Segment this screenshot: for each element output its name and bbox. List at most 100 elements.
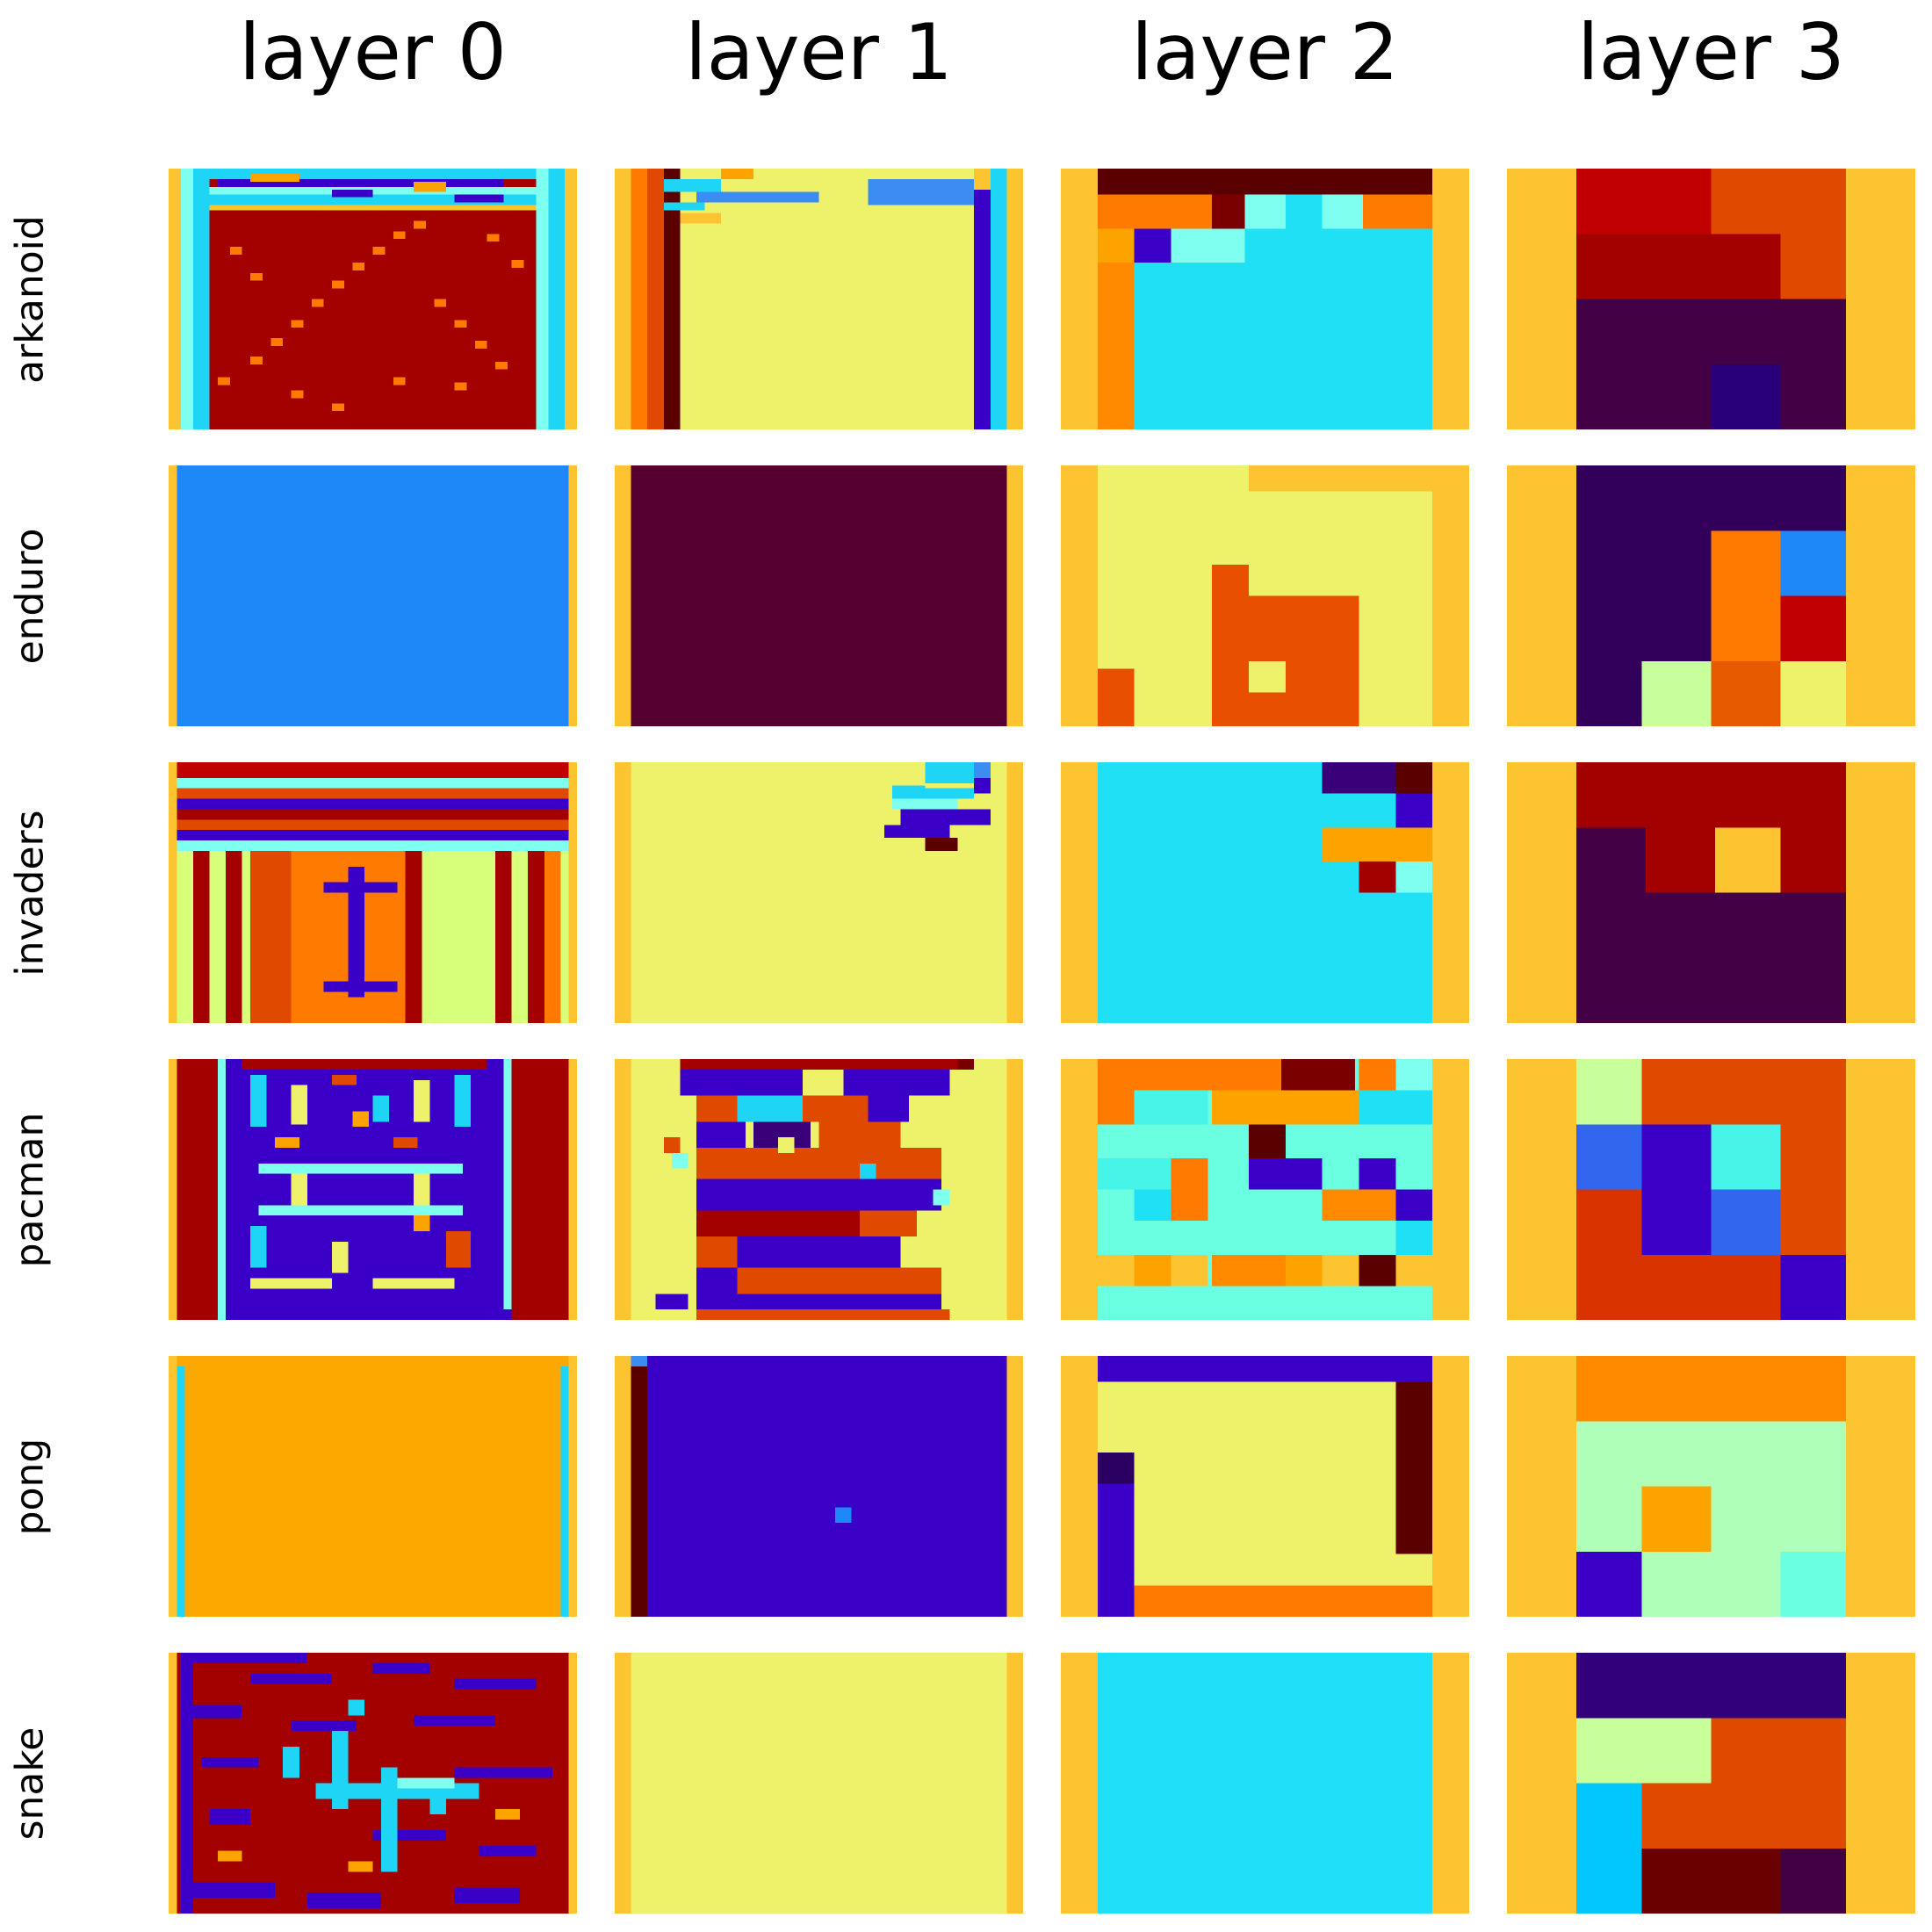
heatmap-cell (217, 1059, 227, 1320)
heatmap-cell (1281, 1059, 1355, 1091)
heatmap-cell (283, 1746, 299, 1778)
heatmap-cell (1576, 1783, 1642, 1914)
heatmap-panel-invaders-1 (615, 762, 1023, 1023)
heatmap-cell (511, 259, 524, 268)
heatmap-cell (1641, 1848, 1781, 1914)
heatmap-cell (454, 194, 504, 203)
heatmap-cell (1248, 1124, 1286, 1158)
heatmap-cell (177, 1366, 185, 1617)
heatmap-cell (446, 1231, 472, 1268)
heatmap-cell (974, 169, 991, 429)
heatmap-cell (177, 788, 569, 799)
heatmap-cell (868, 1095, 909, 1122)
heatmap-cell (1322, 1189, 1396, 1222)
heatmap-cell (495, 361, 508, 370)
heatmap-cell (1006, 169, 1023, 429)
heatmap-panel-enduro-2 (1061, 465, 1469, 726)
heatmap-cell (1248, 465, 1433, 492)
heatmap-cell (933, 1189, 950, 1206)
heatmap-cell (414, 1715, 495, 1727)
heatmap-cell (1322, 194, 1364, 229)
heatmap-cell (487, 1059, 504, 1320)
heatmap-panel-arkanoid-2 (1061, 169, 1469, 429)
heatmap-cell (1711, 1189, 1781, 1255)
heatmap-cell (1641, 1486, 1712, 1552)
heatmap-cell (1006, 1059, 1023, 1320)
heatmap-cell (1006, 1653, 1023, 1914)
heatmap-cell (217, 1850, 242, 1862)
heatmap-panel-snake-1 (615, 1653, 1023, 1914)
heatmap-cell (495, 850, 512, 1023)
heatmap-cell (1576, 465, 1846, 531)
heatmap-cell (1248, 1157, 1323, 1190)
heatmap-cell (454, 382, 467, 391)
heatmap-cell (778, 1137, 795, 1153)
heatmap-cell (1097, 1157, 1171, 1190)
heatmap-cell (414, 1215, 430, 1232)
heatmap-cell (1711, 364, 1781, 429)
heatmap-cell (1646, 827, 1716, 893)
heatmap-cell (1646, 892, 1846, 1023)
heatmap-cell (291, 390, 304, 399)
heatmap-cell (548, 169, 566, 429)
heatmap-cell (1641, 660, 1712, 726)
heatmap-cell (1432, 1059, 1469, 1320)
heatmap-cell (201, 1756, 259, 1768)
heatmap-cell (250, 850, 292, 1023)
heatmap-cell (1006, 1356, 1023, 1617)
heatmap-panel-invaders-0 (169, 762, 577, 1023)
heatmap-cell (843, 1069, 950, 1096)
heatmap-cell (680, 213, 721, 224)
heatmap-cell (1248, 660, 1286, 693)
heatmap-cell (177, 798, 569, 810)
heatmap-cell (348, 866, 365, 998)
heatmap-cell (177, 777, 569, 789)
heatmap-cell (1244, 194, 1286, 229)
row-label: invaders (7, 809, 53, 977)
heatmap-cell (1322, 1254, 1359, 1287)
heatmap-cell (169, 1059, 177, 1320)
heatmap-cell (696, 1095, 738, 1122)
heatmap-cell (568, 1653, 577, 1914)
heatmap-cell (180, 1653, 193, 1914)
heatmap-panel-enduro-1 (615, 465, 1023, 726)
heatmap-cell (1322, 762, 1396, 794)
heatmap-cell (655, 1294, 688, 1310)
heatmap-cell (495, 1809, 520, 1820)
row-label: enduro (7, 528, 53, 664)
heatmap-cell (169, 762, 177, 1023)
heatmap-background (615, 465, 1023, 726)
heatmap-cell (974, 169, 991, 190)
heatmap-cell (1780, 1551, 1846, 1617)
heatmap-panel-arkanoid-1 (615, 169, 1023, 429)
heatmap-cell (226, 1059, 242, 1320)
heatmap-cell (352, 1111, 369, 1128)
heatmap-cell (192, 1653, 308, 1663)
heatmap-cell (818, 1121, 901, 1148)
heatmap-cell (348, 1699, 365, 1716)
row-label: snake (7, 1727, 53, 1840)
heatmap-cell (615, 762, 631, 1023)
heatmap-cell (1061, 1059, 1098, 1320)
heatmap-cell (925, 762, 975, 783)
heatmap-panel-snake-3 (1507, 1653, 1915, 1914)
heatmap-cell (405, 850, 422, 1023)
heatmap-cell (1432, 465, 1469, 726)
heatmap-cell (291, 1173, 308, 1206)
heatmap-cell (372, 1662, 430, 1674)
heatmap-cell (737, 1267, 941, 1294)
heatmap-panel-pong-0 (169, 1356, 577, 1617)
heatmap-panel-invaders-2 (1061, 762, 1469, 1023)
heatmap-cell (544, 850, 561, 1023)
heatmap-cell (1711, 530, 1781, 661)
heatmap-cell (900, 809, 991, 825)
heatmap-cell (192, 850, 210, 1023)
heatmap-cell (1359, 1157, 1396, 1190)
heatmap-cell (1212, 194, 1245, 229)
heatmap-cell (1171, 1254, 1208, 1287)
heatmap-cell (568, 465, 577, 726)
heatmap-cell (1641, 1059, 1846, 1125)
heatmap-cell (250, 173, 299, 182)
heatmap-cell (1097, 1452, 1135, 1484)
heatmap-cell (737, 1095, 803, 1122)
